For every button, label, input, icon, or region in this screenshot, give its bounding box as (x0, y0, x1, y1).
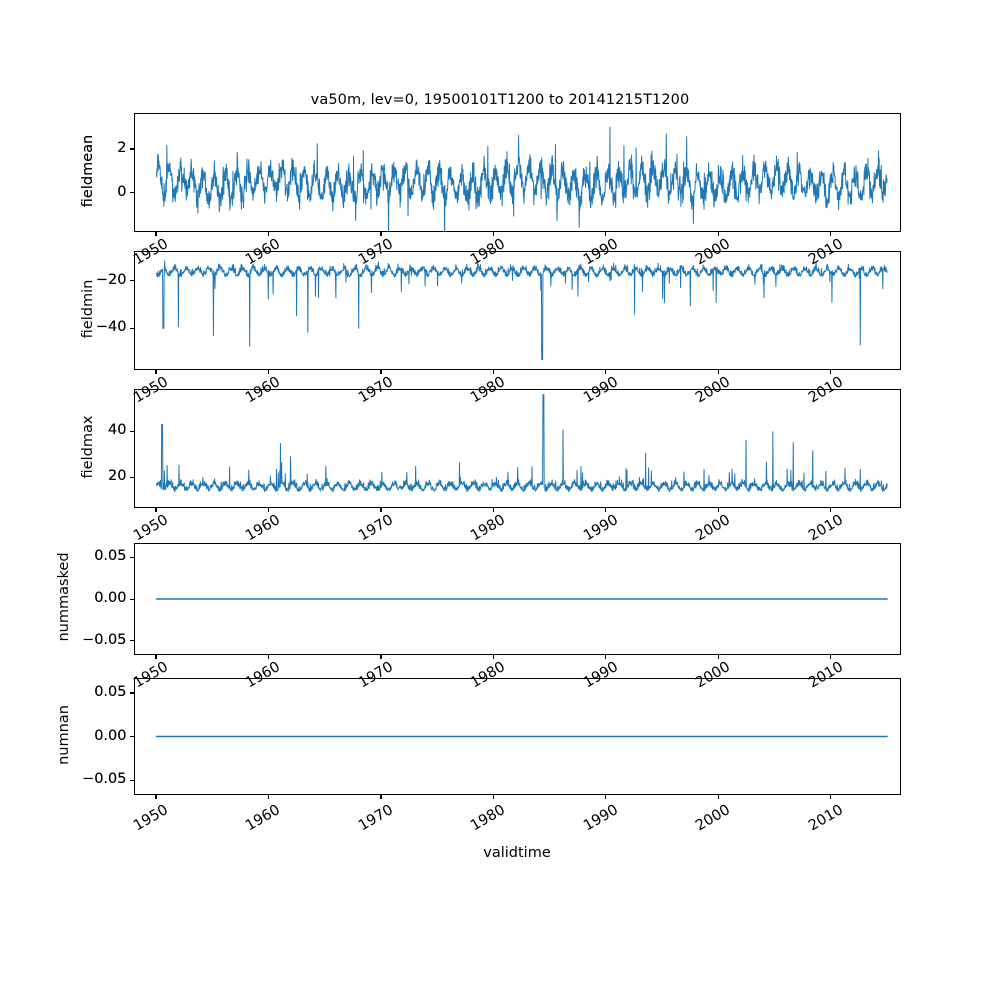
xtick-mark-fieldmean-2 (380, 232, 382, 236)
series-line-fieldmean (155, 126, 888, 231)
xtick-label-numnan-6: 2010 (805, 802, 846, 835)
xtick-label-numnan-3: 1980 (468, 802, 509, 835)
left-gutter-mask (0, 543, 94, 655)
subplot-nummasked (133, 543, 901, 655)
xtick-label-numnan-1: 1960 (243, 802, 284, 835)
left-gutter-mask (0, 678, 94, 795)
xtick-label-numnan-0: 1950 (131, 802, 171, 835)
subplot-fieldmin (133, 251, 901, 370)
x-axis-label: validtime (483, 845, 551, 861)
subplot-fieldmean (133, 113, 901, 232)
subplot-fieldmax (133, 389, 901, 508)
y-axis-label-fieldmean: fieldmean (80, 134, 96, 207)
ytick-label-fieldmean-0: 0 (117, 183, 127, 200)
series-line-fieldmax (155, 394, 888, 493)
ytick-label-fieldmean-1: 2 (117, 139, 127, 156)
xtick-label-numnan-2: 1970 (355, 802, 396, 835)
xtick-mark-fieldmean-5 (717, 232, 719, 236)
series-line-fieldmin (155, 260, 888, 360)
xtick-mark-fieldmean-6 (830, 232, 832, 236)
xtick-mark-fieldmean-4 (605, 232, 607, 236)
xtick-label-numnan-4: 1990 (580, 802, 621, 835)
figure-title: va50m, lev=0, 19500101T1200 to 20141215T… (310, 92, 690, 108)
xtick-label-numnan-5: 2000 (693, 802, 734, 835)
left-gutter-mask (0, 251, 94, 370)
ytick-label-fieldmean-1: 2 (117, 139, 127, 156)
y-axis-label-fieldmean: fieldmean (80, 134, 96, 207)
xtick-mark-fieldmean-1 (267, 232, 270, 236)
ytick-label-fieldmean-0: 0 (117, 183, 127, 200)
xtick-mark-fieldmean-3 (492, 232, 494, 236)
subplot-numnan (133, 678, 901, 795)
left-gutter-mask (0, 389, 94, 508)
xtick-mark-fieldmean-0 (155, 232, 157, 236)
